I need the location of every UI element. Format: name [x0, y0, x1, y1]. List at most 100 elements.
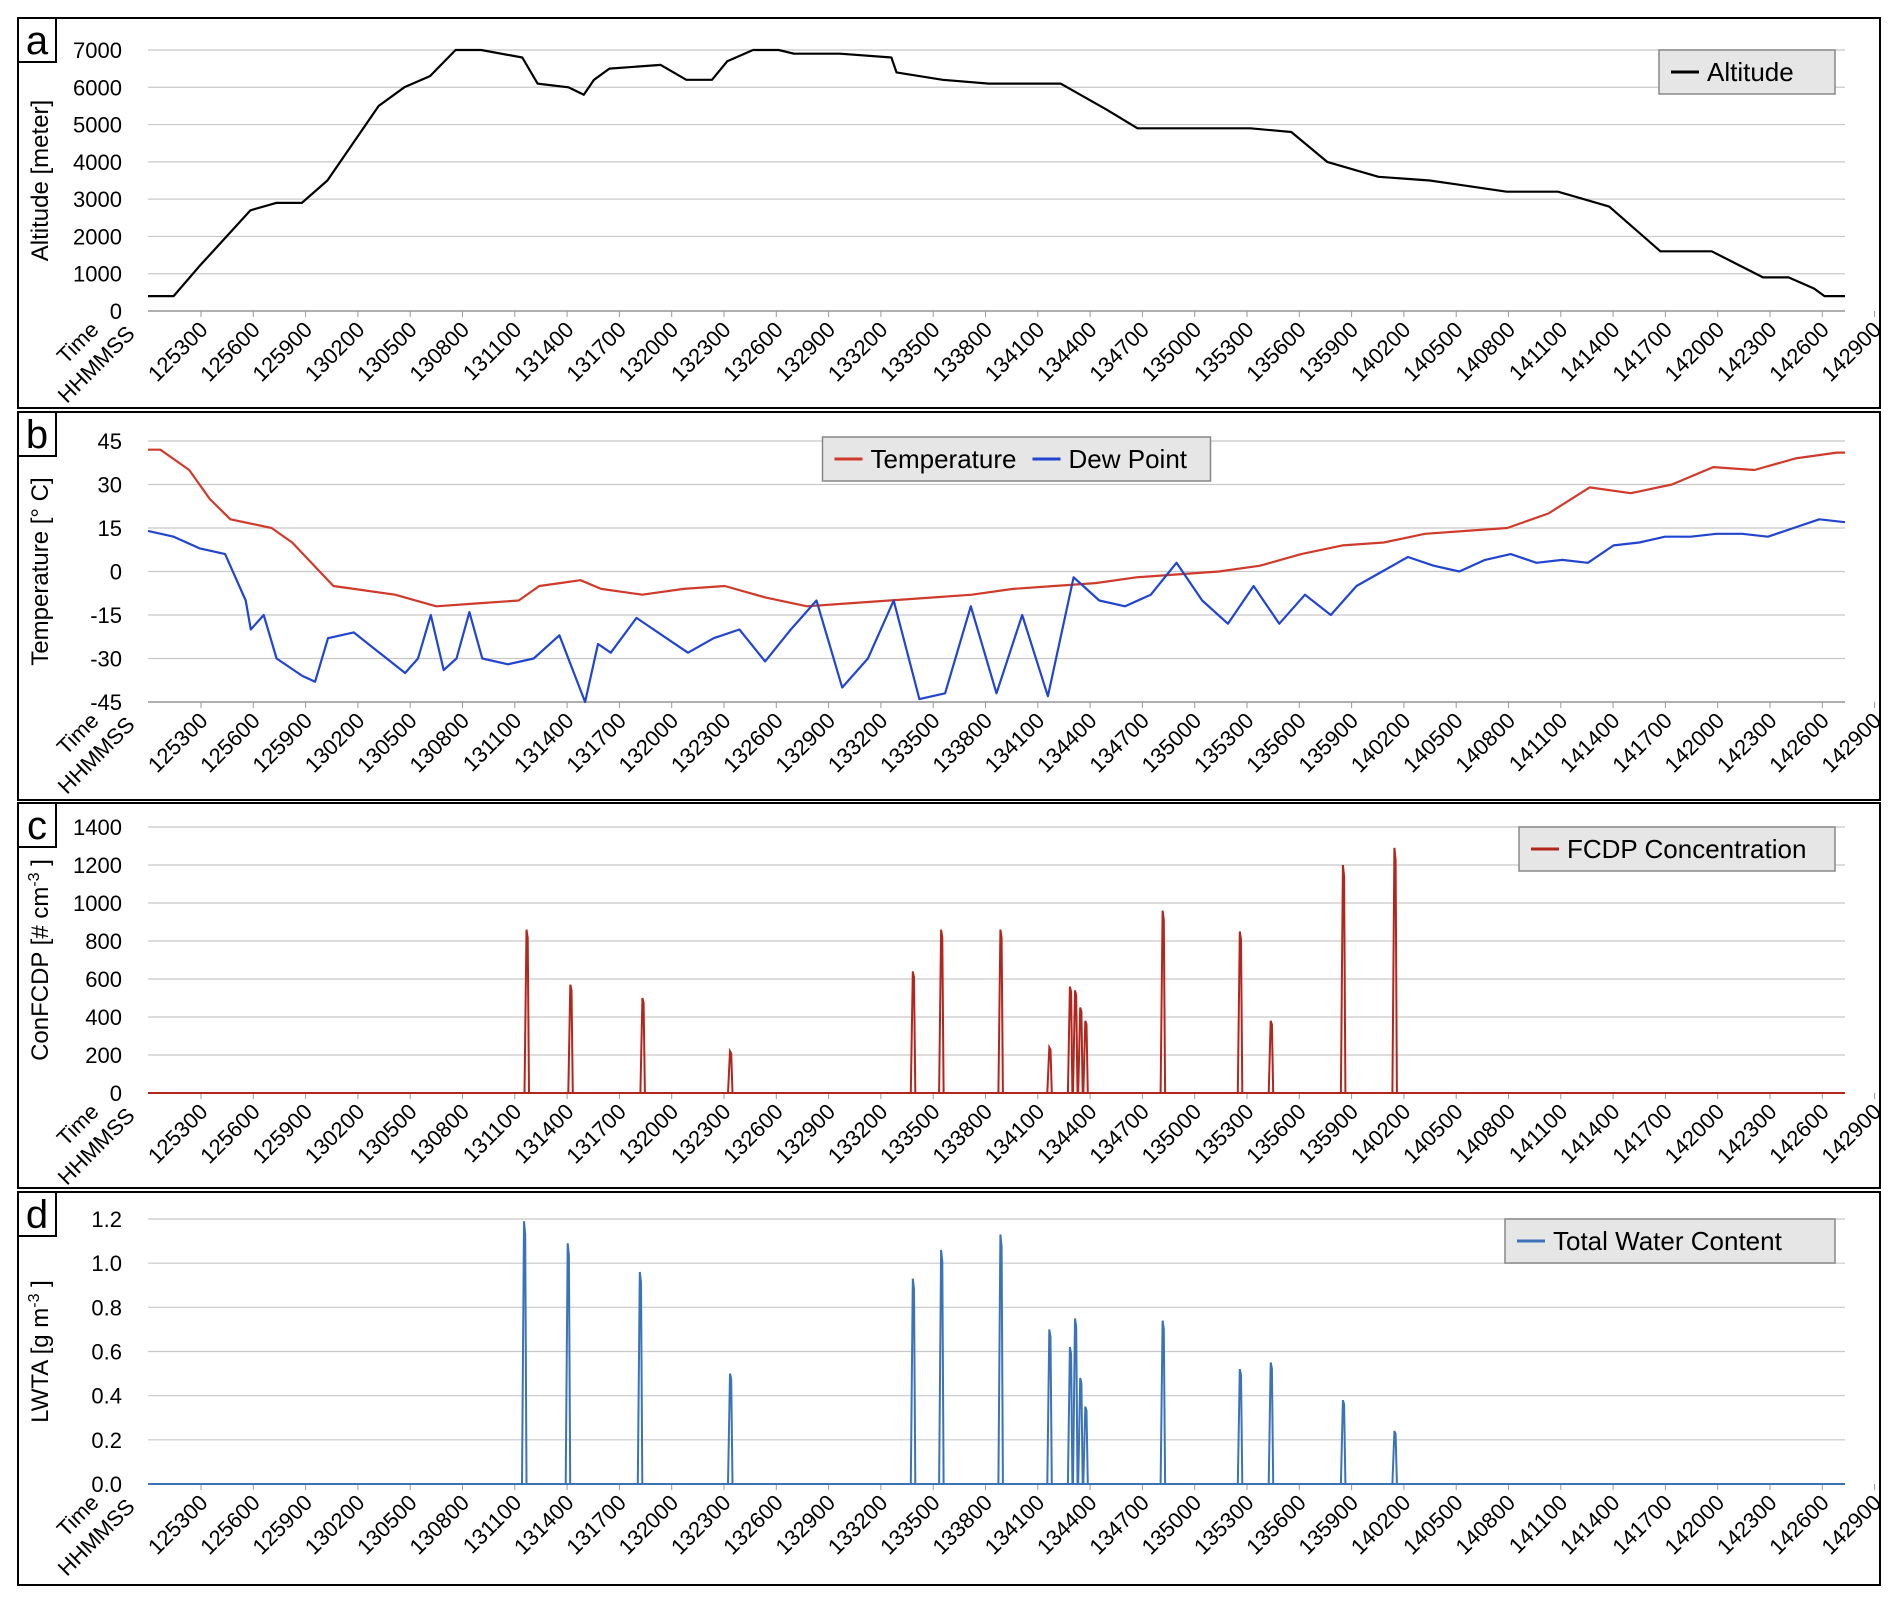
legend: Total Water Content: [1504, 1218, 1836, 1264]
y-tick-label: 0.4: [91, 1384, 122, 1409]
legend: Temperature Dew Point: [821, 436, 1212, 482]
series-spike: [1159, 1320, 1167, 1485]
series-spike: [1066, 986, 1074, 1094]
y-tick-label: 0.0: [91, 1472, 122, 1497]
panel-a: a010002000300040005000600070001253001256…: [17, 17, 1887, 409]
y-tick-label: 7000: [73, 38, 122, 63]
series-spike: [1082, 1406, 1089, 1485]
panel-d: d0.00.20.40.60.81.01.2125300125600125900…: [17, 1191, 1886, 1586]
panel-letter: c: [27, 804, 47, 848]
y-axis-title-main: LWTA [g m: [27, 1308, 54, 1423]
panel-c: c020040060080010001200140012530012560012…: [17, 802, 1887, 1190]
panel-letter-box: [17, 802, 57, 848]
y-tick-label: 400: [85, 1005, 122, 1030]
series-spike: [1236, 931, 1244, 1094]
x-tick-label: 140800: [1450, 317, 1520, 387]
x-tick-label: 142900: [1817, 708, 1887, 778]
series-spike: [1339, 864, 1347, 1094]
legend-label: Dew Point: [1069, 444, 1188, 474]
series-spike: [1046, 1043, 1053, 1094]
y-tick-label: 1.2: [91, 1207, 122, 1232]
series-spike: [727, 1047, 734, 1094]
panel-letter: d: [26, 1193, 48, 1237]
y-tick-label: 0.6: [91, 1340, 122, 1365]
y-axis-title-sup: -3: [26, 872, 43, 886]
series-line-altitude: [148, 48, 1845, 298]
panel-letter: b: [26, 413, 48, 457]
series-spike: [997, 1234, 1004, 1485]
y-tick-label: 0: [110, 560, 122, 585]
series-spike: [521, 1221, 528, 1485]
series-spike: [938, 1249, 945, 1485]
series-spike: [1072, 1318, 1079, 1485]
x-tick-label: 140800: [1450, 1490, 1520, 1560]
legend-label: FCDP Concentration: [1567, 834, 1806, 864]
y-tick-label: 6000: [73, 75, 122, 100]
y-tick-label: 1200: [73, 853, 122, 878]
series-spike: [1077, 1007, 1084, 1094]
series-spike: [1267, 1020, 1275, 1094]
y-axis-title-main: Altitude [meter]: [27, 100, 54, 261]
series-spike: [1072, 990, 1079, 1094]
panel-frame: [17, 802, 1881, 1189]
y-axis-title-end: ]: [27, 859, 54, 872]
legend-box: [1518, 826, 1836, 872]
series-spike: [1236, 1368, 1244, 1485]
y-tick-label: 5000: [73, 113, 122, 138]
panel-b: b-45-30-15015304512530012560012590013020…: [17, 411, 1887, 801]
y-axis-title: ConFCDP [# cm-3 ]: [26, 859, 54, 1061]
y-tick-label: 3000: [73, 187, 122, 212]
series-spike: [909, 971, 917, 1094]
series-spike: [909, 1278, 917, 1485]
panel-frame: [17, 1191, 1881, 1586]
y-axis-title: Altitude [meter]: [27, 100, 54, 261]
series-line-temperature: [148, 448, 1845, 608]
series-spike: [636, 1271, 644, 1485]
x-tick-label: 140800: [1450, 708, 1520, 778]
series-spike: [1339, 1399, 1347, 1485]
y-tick-label: 4000: [73, 150, 122, 175]
y-tick-label: 15: [98, 516, 122, 541]
panel-frame: [17, 17, 1881, 409]
series-spike: [1267, 1362, 1275, 1485]
panel-letter-box: [17, 17, 57, 63]
y-tick-label: 600: [85, 967, 122, 992]
x-tick-label: 140800: [1450, 1099, 1520, 1169]
y-tick-label: 0.2: [91, 1428, 122, 1453]
panel-letter: a: [26, 19, 49, 63]
legend-box: [821, 436, 1212, 482]
series-spike: [938, 929, 945, 1094]
legend-box: [1504, 1218, 1836, 1264]
legend: FCDP Concentration: [1518, 826, 1836, 872]
x-tick-label: 130800: [404, 1490, 474, 1560]
y-tick-label: 30: [98, 473, 122, 498]
series-spike: [567, 984, 574, 1094]
y-tick-label: 0.8: [91, 1295, 122, 1320]
y-tick-label: 0: [110, 299, 122, 324]
x-tick-label: 130800: [404, 708, 474, 778]
series-spike: [523, 929, 530, 1094]
panel-letter-box: [17, 1191, 57, 1237]
y-tick-label: -45: [90, 690, 122, 715]
series-spike: [997, 929, 1004, 1094]
y-axis-title-end: ]: [27, 1280, 54, 1293]
series-spike: [1082, 1020, 1089, 1094]
y-tick-label: 1000: [73, 262, 122, 287]
y-tick-label: 800: [85, 929, 122, 954]
legend: Altitude: [1658, 49, 1836, 95]
y-axis-title-sup: -3: [26, 1293, 43, 1307]
panel-frame: [17, 411, 1881, 801]
series-spike: [639, 997, 646, 1094]
series-spike: [1391, 847, 1398, 1094]
y-tick-label: 1000: [73, 891, 122, 916]
x-tick-label: 130800: [404, 317, 474, 387]
x-tick-label: 142900: [1817, 317, 1887, 387]
series-spike: [727, 1373, 734, 1485]
x-tick-label: 142900: [1817, 1099, 1887, 1169]
y-tick-label: -30: [90, 647, 122, 672]
y-axis-title: Temperature [° C]: [27, 477, 54, 665]
x-tick-label: 130800: [404, 1099, 474, 1169]
series-spike: [1066, 1346, 1074, 1485]
